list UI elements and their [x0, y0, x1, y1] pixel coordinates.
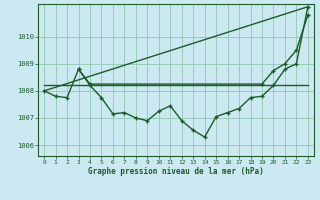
- X-axis label: Graphe pression niveau de la mer (hPa): Graphe pression niveau de la mer (hPa): [88, 167, 264, 176]
